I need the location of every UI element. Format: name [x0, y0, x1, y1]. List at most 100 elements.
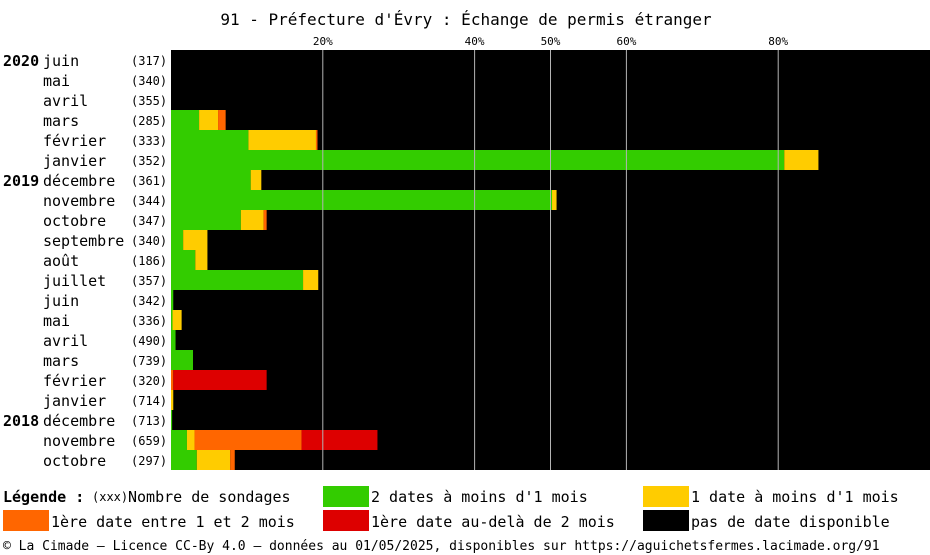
- legend-label-black: pas de date disponible: [691, 513, 890, 531]
- bar-yellow-13: [172, 310, 182, 330]
- bar-orange-16: [171, 370, 174, 390]
- count-label-12: (342): [131, 294, 167, 308]
- bar-yellow-11: [303, 270, 319, 290]
- bar-green-4: [171, 130, 249, 150]
- legend-label-orange: 1ère date entre 1 et 2 mois: [51, 513, 295, 531]
- month-label-0: juin: [43, 52, 79, 70]
- year-label-6: 2019: [3, 172, 39, 190]
- bar-yellow-9: [183, 230, 208, 250]
- month-label-2: avril: [43, 92, 88, 110]
- x-axis-ticks: 20% 40% 50% 60% 80%: [313, 35, 789, 48]
- count-label-13: (336): [131, 314, 167, 328]
- count-label-16: (320): [131, 374, 167, 388]
- month-label-18: décembre: [43, 412, 115, 430]
- month-label-7: novembre: [43, 192, 115, 210]
- month-label-4: février: [43, 132, 106, 150]
- bar-green-9: [171, 230, 184, 250]
- bar-green-20: [171, 450, 197, 470]
- bar-yellow-4: [248, 130, 316, 150]
- count-label-2: (355): [131, 94, 167, 108]
- month-label-12: juin: [43, 292, 79, 310]
- bar-yellow-8: [240, 210, 264, 230]
- legend-title: Légende :: [3, 488, 84, 506]
- count-label-11: (357): [131, 274, 167, 288]
- month-label-20: octobre: [43, 452, 106, 470]
- legend-label-green: 2 dates à moins d'1 mois: [371, 488, 588, 506]
- bar-green-19: [171, 430, 187, 450]
- bar-orange-20: [230, 450, 235, 470]
- legend: Légende : (xxx) Nombre de sondages 2 dat…: [3, 486, 899, 531]
- bar-yellow-6: [250, 170, 262, 190]
- count-label-19: (659): [131, 434, 167, 448]
- bar-green-6: [171, 170, 251, 190]
- footer-credit: © La Cimade — Licence CC-By 4.0 — donnée…: [3, 539, 880, 554]
- year-label-18: 2018: [3, 412, 39, 430]
- month-label-5: janvier: [43, 152, 106, 170]
- count-label-9: (340): [131, 234, 167, 248]
- bar-green-11: [171, 270, 304, 290]
- bar-red-16: [173, 370, 267, 390]
- row-labels: 2020 juin (317)mai (340)avril (355)mars (285)…: [3, 52, 167, 470]
- bar-green-10: [171, 250, 196, 270]
- legend-swatch-green: [323, 486, 369, 507]
- legend-label-red: 1ère date au-delà de 2 mois: [371, 513, 615, 531]
- count-label-5: (352): [131, 154, 167, 168]
- bar-green-7: [171, 190, 553, 210]
- month-label-9: septembre: [43, 232, 124, 250]
- bar-green-3: [171, 110, 200, 130]
- plot-area: [171, 50, 930, 470]
- bar-yellow-20: [196, 450, 231, 470]
- bar-green-15: [171, 350, 194, 370]
- tick-label-2: 50%: [541, 35, 561, 48]
- legend-label-yellow: 1 date à moins d'1 mois: [691, 488, 899, 506]
- bar-orange-4: [315, 130, 318, 150]
- year-label-0: 2020: [3, 52, 39, 70]
- bar-yellow-5: [784, 150, 819, 170]
- legend-swatch-black: [643, 510, 689, 531]
- count-label-20: (297): [131, 454, 167, 468]
- month-label-8: octobre: [43, 212, 106, 230]
- tick-label-4: 80%: [768, 35, 788, 48]
- tick-label-3: 60%: [616, 35, 636, 48]
- count-label-17: (714): [131, 394, 167, 408]
- month-label-19: novembre: [43, 432, 115, 450]
- month-label-6: décembre: [43, 172, 115, 190]
- count-label-10: (186): [131, 254, 167, 268]
- bar-red-19: [301, 430, 378, 450]
- month-label-1: mai: [43, 72, 70, 90]
- bar-yellow-10: [195, 250, 208, 270]
- legend-swatch-yellow: [643, 486, 689, 507]
- count-label-3: (285): [131, 114, 167, 128]
- count-label-7: (344): [131, 194, 167, 208]
- legend-count-label: Nombre de sondages: [128, 488, 291, 506]
- count-label-8: (347): [131, 214, 167, 228]
- bar-orange-3: [218, 110, 226, 130]
- legend-count-sample: (xxx): [92, 490, 128, 504]
- count-label-18: (713): [131, 414, 167, 428]
- bar-yellow-3: [199, 110, 219, 130]
- count-label-6: (361): [131, 174, 167, 188]
- bar-orange-19: [194, 430, 302, 450]
- month-label-17: janvier: [43, 392, 106, 410]
- bar-yellow-19: [186, 430, 195, 450]
- count-label-0: (317): [131, 54, 167, 68]
- count-label-14: (490): [131, 334, 167, 348]
- bar-green-14: [171, 330, 176, 350]
- bar-green-18: [171, 410, 173, 430]
- tick-label-0: 20%: [313, 35, 333, 48]
- tick-label-1: 40%: [465, 35, 485, 48]
- bar-green-5: [171, 150, 785, 170]
- month-label-11: juillet: [43, 272, 106, 290]
- legend-swatch-red: [323, 510, 369, 531]
- month-label-13: mai: [43, 312, 70, 330]
- bar-yellow-7: [552, 190, 557, 210]
- month-label-10: août: [43, 252, 79, 270]
- month-label-15: mars: [43, 352, 79, 370]
- month-label-3: mars: [43, 112, 79, 130]
- bar-green-12: [171, 290, 174, 310]
- bar-green-13: [171, 310, 173, 330]
- count-label-15: (739): [131, 354, 167, 368]
- legend-swatch-orange: [3, 510, 49, 531]
- count-label-4: (333): [131, 134, 167, 148]
- chart-title: 91 - Préfecture d'Évry : Échange de perm…: [220, 10, 712, 29]
